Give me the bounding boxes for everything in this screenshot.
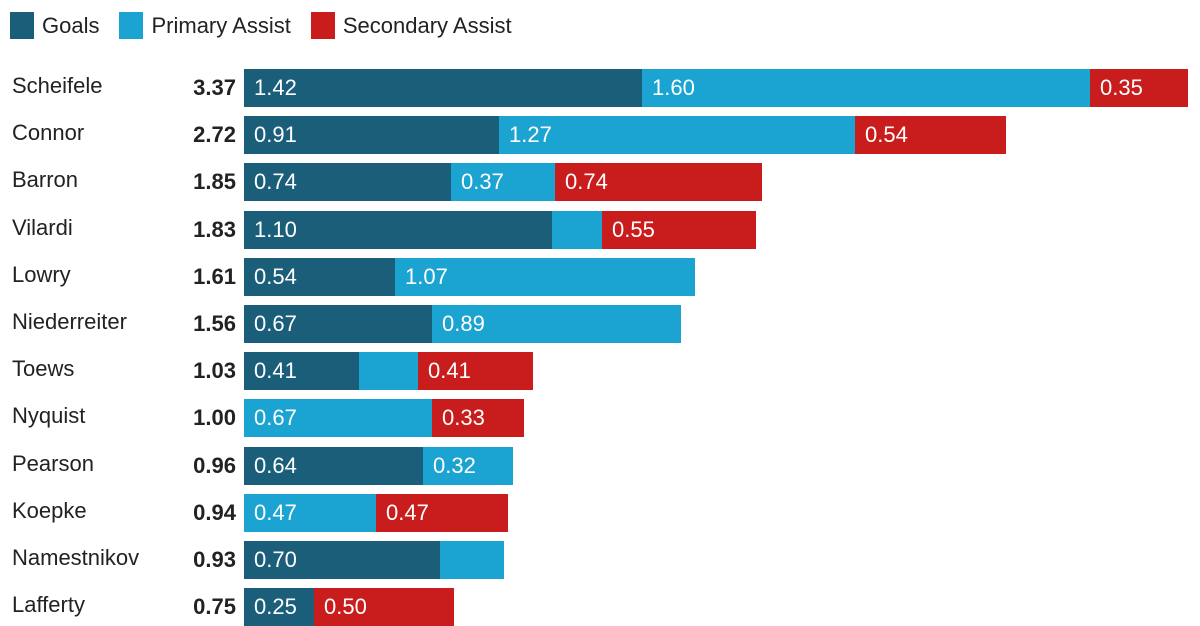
bar-row: Lafferty 0.75 0.25 0.50: [0, 588, 1200, 626]
category-label: Pearson: [12, 450, 94, 476]
legend-label: Primary Assist: [151, 12, 291, 38]
bar-row: Vilardi 1.83 1.10 0.55: [0, 210, 1200, 249]
category-label: Toews: [12, 356, 75, 382]
bar-row: Nyquist 1.00 0.67 0.33: [0, 399, 1200, 438]
total-label: 1.56: [193, 311, 236, 336]
bar-row: Lowry 1.61 0.54 1.07: [0, 257, 1200, 296]
bar-segment-primary-assist: 0.37: [451, 163, 555, 202]
bar-row: Niederreiter 1.56 0.67 0.89: [0, 305, 1200, 343]
legend-item: Secondary Assist: [310, 12, 512, 39]
bar-segment-primary-assist: 1.60: [642, 69, 1090, 107]
total-label: 2.72: [193, 122, 236, 148]
bar-segment-goals: 0.70: [244, 541, 440, 579]
bar-segment-primary-assist: 0.67: [244, 399, 432, 438]
category-label: Nyquist: [12, 403, 86, 429]
bar-segment-primary-assist: 0.32: [423, 446, 513, 485]
bar-segment-secondary-assist: 0.74: [555, 163, 762, 202]
total-label: 1.61: [193, 263, 236, 289]
bar-segment-goals: 0.41: [244, 352, 359, 391]
legend-swatch: [119, 12, 144, 39]
bar-segment-primary-assist: 0.47: [244, 493, 376, 532]
legend-swatch: [10, 12, 34, 39]
bar-row: Toews 1.03 0.41 0.41: [0, 352, 1200, 391]
total-label: 1.00: [193, 405, 236, 431]
total-label: 1.83: [193, 216, 236, 242]
legend: Goals Primary Assist Secondary Assist: [10, 12, 532, 39]
bar-row: Pearson 0.96 0.64 0.32: [0, 446, 1200, 485]
category-label: Lafferty: [12, 592, 85, 618]
category-label: Scheifele: [12, 73, 103, 98]
bar-segment-primary-assist: [440, 541, 504, 579]
bar-segment-primary-assist: [552, 210, 602, 249]
bar-segment-secondary-assist: 0.50: [314, 588, 454, 626]
total-label: 1.03: [193, 358, 236, 384]
category-label: Connor: [12, 120, 85, 146]
bar-segment-goals: 0.64: [244, 446, 423, 485]
bar-row: Connor 2.72 0.91 1.27 0.54: [0, 116, 1200, 155]
total-label: 1.85: [193, 169, 236, 195]
bar-segment-goals: 0.25: [244, 588, 314, 626]
bar-segment-goals: 1.42: [244, 69, 642, 107]
total-label: 0.96: [193, 452, 236, 478]
bar-row: Koepke 0.94 0.47 0.47: [0, 493, 1200, 532]
total-label: 0.93: [193, 547, 236, 572]
total-label: 0.75: [193, 594, 236, 620]
bar-segment-secondary-assist: 0.35: [1090, 69, 1188, 107]
category-label: Namestnikov: [12, 545, 140, 570]
legend-item: Goals: [10, 12, 99, 39]
bar-segment-secondary-assist: 0.33: [432, 399, 524, 438]
bar-row: Scheifele 3.37 1.42 1.60 0.35: [0, 69, 1200, 107]
legend-label: Secondary Assist: [342, 12, 512, 38]
legend-label: Goals: [42, 12, 100, 38]
total-label: 0.94: [193, 499, 236, 525]
bar-segment-goals: 1.10: [244, 210, 552, 249]
category-label: Koepke: [12, 497, 87, 523]
bar-segment-primary-assist: 1.07: [395, 257, 695, 296]
category-label: Vilardi: [12, 214, 73, 240]
bar-segment-primary-assist: 1.27: [499, 116, 855, 155]
bar-segment-secondary-assist: 0.55: [602, 210, 756, 249]
bar-segment-secondary-assist: 0.41: [418, 352, 533, 391]
bar-row: Namestnikov 0.93 0.70: [0, 541, 1200, 579]
bar-segment-primary-assist: 0.89: [432, 305, 681, 343]
bar-segment-goals: 0.74: [244, 163, 451, 202]
bar-segment-secondary-assist: 0.54: [855, 116, 1006, 155]
total-label: 3.37: [193, 75, 236, 100]
bar-segment-goals: 0.67: [244, 305, 432, 343]
bar-segment-primary-assist: [359, 352, 418, 391]
bar-segment-goals: 0.54: [244, 257, 395, 296]
category-label: Niederreiter: [12, 309, 127, 334]
category-label: Barron: [12, 167, 79, 193]
legend-item: Primary Assist: [119, 12, 291, 39]
legend-swatch: [310, 12, 335, 39]
bar-segment-secondary-assist: 0.47: [376, 493, 508, 532]
category-label: Lowry: [12, 261, 71, 287]
bar-segment-goals: 0.91: [244, 116, 499, 155]
bar-row: Barron 1.85 0.74 0.37 0.74: [0, 163, 1200, 202]
